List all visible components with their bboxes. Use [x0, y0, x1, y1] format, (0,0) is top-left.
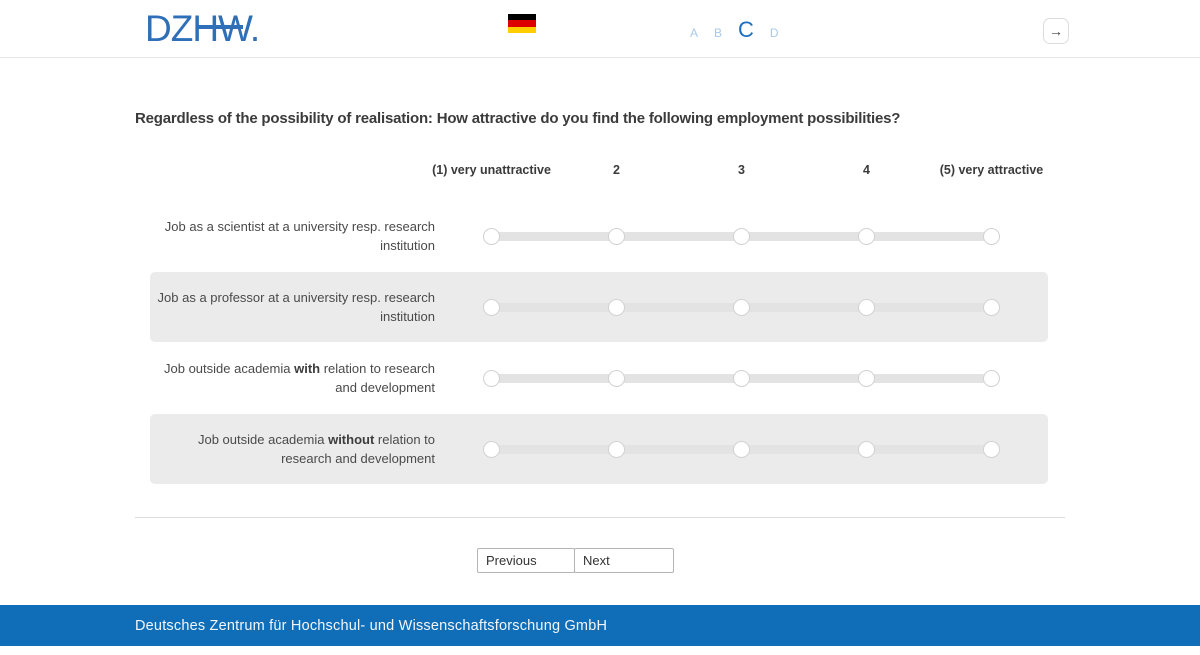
rating-stop-2[interactable]: [608, 298, 625, 316]
previous-button[interactable]: Previous: [477, 548, 575, 573]
section-tab-b[interactable]: B: [714, 26, 723, 40]
rating-stop-3[interactable]: [733, 369, 750, 387]
footer: Deutsches Zentrum für Hochschul- und Wis…: [0, 605, 1200, 646]
content-divider: [135, 517, 1065, 518]
question-title: Regardless of the possibility of realisa…: [135, 110, 901, 127]
rating-stop-5[interactable]: [983, 369, 1000, 387]
row-label-text: relation to research and development: [281, 431, 435, 467]
header: DZHW. A B C D →: [0, 0, 1200, 58]
footer-text: Deutsches Zentrum für Hochschul- und Wis…: [135, 617, 608, 634]
right-arrow-icon: →: [1049, 23, 1063, 39]
section-tab-c[interactable]: C: [738, 17, 754, 42]
rating-stop-3[interactable]: [733, 298, 750, 316]
section-tab-a[interactable]: A: [690, 26, 699, 40]
row-label-bold: without: [328, 431, 375, 447]
rating-stop-2[interactable]: [608, 369, 625, 387]
rating-stop-5[interactable]: [983, 440, 1000, 458]
matrix-row-outside-without: Job outside academia without relation to…: [150, 414, 1048, 484]
flag-stripe-black: [508, 14, 536, 21]
rating-stop-4[interactable]: [858, 298, 875, 316]
rating-stop-1[interactable]: [483, 369, 500, 387]
section-nav: A B C D: [690, 17, 779, 43]
rating-slider[interactable]: [483, 440, 1000, 458]
flag-stripe-gold: [508, 26, 536, 33]
logo-strike-line: [197, 25, 243, 29]
rating-stop-4[interactable]: [858, 369, 875, 387]
forward-arrow-button[interactable]: →: [1043, 18, 1069, 44]
rating-slider[interactable]: [483, 298, 1000, 316]
row-label: Job as a professor at a university resp.…: [150, 288, 435, 327]
scale-header: (1) very unattractive 2 3 4 (5) very att…: [429, 162, 1065, 196]
rating-stop-2[interactable]: [608, 440, 625, 458]
matrix-row-professor: Job as a professor at a university resp.…: [150, 272, 1048, 342]
rating-slider[interactable]: [483, 369, 1000, 387]
row-label: Job as a scientist at a university resp.…: [150, 217, 435, 256]
row-label-text: Job as a scientist at a university resp.…: [164, 218, 435, 254]
section-tab-d[interactable]: D: [769, 26, 779, 40]
rating-stop-1[interactable]: [483, 227, 500, 245]
main-content: Regardless of the possibility of realisa…: [135, 110, 1065, 573]
rating-stop-3[interactable]: [733, 440, 750, 458]
scale-label-2: 2: [613, 163, 620, 177]
rating-matrix: (1) very unattractive 2 3 4 (5) very att…: [135, 162, 1065, 484]
matrix-row-scientist: Job as a scientist at a university resp.…: [150, 206, 1048, 266]
rating-slider[interactable]: [483, 227, 1000, 245]
row-label: Job outside academia without relation to…: [150, 430, 435, 469]
scale-label-3: 3: [738, 163, 745, 177]
flag-stripe-red: [508, 20, 536, 27]
row-label-text: Job outside academia: [197, 431, 329, 447]
row-label-text: relation to research and development: [320, 360, 435, 396]
scale-label-4: 4: [863, 163, 870, 177]
rating-stop-5[interactable]: [983, 227, 1000, 245]
row-label-text: Job as a professor at a university resp.…: [157, 289, 435, 325]
german-flag-icon[interactable]: [508, 14, 536, 33]
rating-stop-2[interactable]: [608, 227, 625, 245]
rating-stop-3[interactable]: [733, 227, 750, 245]
slider-stops: [483, 369, 1000, 387]
dzhw-logo: DZHW.: [145, 5, 275, 53]
rating-stop-4[interactable]: [858, 227, 875, 245]
scale-label-5: (5) very attractive: [939, 163, 1044, 177]
navigation-buttons: Previous Next: [477, 548, 1065, 573]
rating-stop-1[interactable]: [483, 440, 500, 458]
rating-stop-5[interactable]: [983, 298, 1000, 316]
row-label: Job outside academia with relation to re…: [150, 359, 435, 398]
slider-stops: [483, 227, 1000, 245]
matrix-row-outside-with: Job outside academia with relation to re…: [150, 348, 1048, 408]
rating-stop-1[interactable]: [483, 298, 500, 316]
scale-label-1: (1) very unattractive: [432, 163, 551, 177]
slider-stops: [483, 440, 1000, 458]
row-label-text: Job outside academia: [164, 360, 295, 376]
rating-stop-4[interactable]: [858, 440, 875, 458]
next-button[interactable]: Next: [574, 548, 674, 573]
slider-stops: [483, 298, 1000, 316]
row-label-bold: with: [294, 360, 321, 376]
